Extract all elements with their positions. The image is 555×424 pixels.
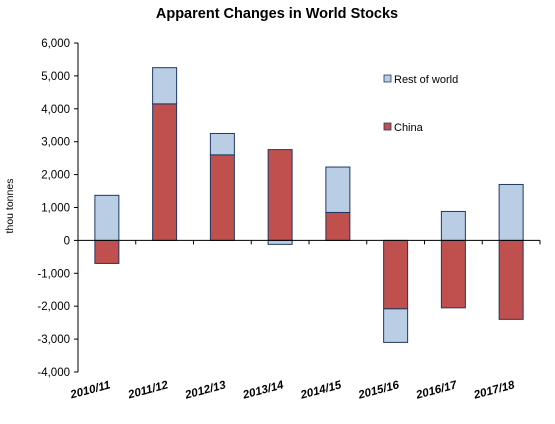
x-category-label: 2013/14: [241, 379, 286, 402]
y-tick-label: 2,000: [41, 170, 70, 182]
bar-china-2014-15: [325, 211, 351, 241]
bar-rest-of-world-2014-15: [325, 166, 351, 213]
bar-rest-of-world-2017-18: [498, 183, 524, 241]
bar-rest-of-world-2013-14: [267, 239, 293, 245]
bar-rest-of-world-2012-13: [209, 132, 235, 156]
legend-label-rest-of-world: Rest of world: [394, 74, 458, 86]
legend-swatch-rest-of-world: [383, 74, 392, 83]
bar-rest-of-world-2015-16: [383, 308, 409, 343]
bar-china-2017-18: [498, 239, 524, 320]
bar-rest-of-world-2010-11: [94, 194, 120, 241]
y-tick-label: 0: [64, 235, 70, 247]
y-tick-label: -2,000: [37, 301, 70, 313]
chart-title: Apparent Changes in World Stocks: [156, 6, 398, 22]
bar-china-2012-13: [209, 154, 235, 241]
plot-area: 6,000 5,000 4,000 3,000 2,000 1,000 0 -1,000 -2,…: [37, 38, 541, 402]
x-category-label: 2011/12: [126, 379, 170, 402]
x-category-label: 2014/15: [298, 379, 343, 402]
bar-china-2015-16: [383, 239, 409, 310]
x-category-label: 2010/11: [68, 379, 111, 401]
bar-china-2013-14: [267, 149, 293, 241]
legend-label-china: China: [394, 122, 424, 134]
bar-rest-of-world-2011-12: [152, 67, 178, 105]
bar-rest-of-world-2016-17: [440, 210, 466, 241]
x-category-label: 2017/18: [472, 379, 517, 402]
y-axis-label: thou tonnes: [4, 179, 16, 234]
x-category-label: 2016/17: [414, 379, 459, 402]
bar-china-2010-11: [94, 239, 120, 264]
x-category-label: 2015/16: [356, 379, 401, 402]
legend-swatch-china: [383, 122, 392, 131]
y-tick-label: 3,000: [41, 137, 70, 149]
bar-china-2011-12: [152, 103, 178, 241]
y-tick-label: 1,000: [41, 203, 70, 215]
y-tick-label: 4,000: [41, 104, 70, 116]
y-tick-label: 6,000: [41, 38, 70, 50]
x-category-label: 2012/13: [183, 379, 228, 402]
y-tick-label: 5,000: [41, 71, 70, 83]
y-tick-label: -3,000: [37, 334, 70, 346]
y-tick-label: -4,000: [37, 367, 70, 379]
y-tick-label: -1,000: [37, 268, 70, 280]
bar-china-2016-17: [440, 239, 466, 309]
